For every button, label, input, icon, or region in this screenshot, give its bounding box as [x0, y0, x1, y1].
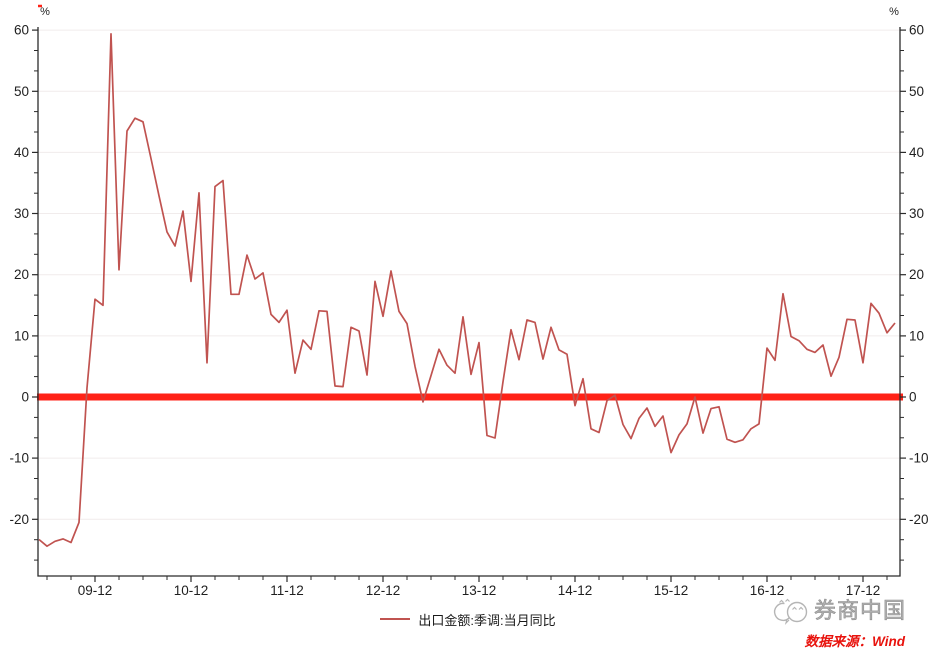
x-tick-label: 11-12 — [270, 583, 304, 598]
x-tick-label: 10-12 — [174, 583, 209, 598]
y-tick-label-right: -10 — [909, 451, 929, 466]
x-tick-label: 17-12 — [846, 583, 881, 598]
brand-name: 券商中国 — [813, 598, 906, 624]
percent-label-left: % — [40, 6, 50, 18]
percent-label-right: % — [889, 6, 899, 18]
y-tick-label-left: 0 — [21, 390, 29, 405]
y-tick-label-right: 20 — [909, 267, 924, 282]
y-tick-label-left: -10 — [9, 451, 29, 466]
brand-logo: 券商中国 — [769, 595, 906, 627]
y-tick-label-right: 40 — [909, 145, 924, 160]
y-tick-label-left: 30 — [14, 206, 29, 221]
y-tick-label-left: 20 — [14, 267, 29, 282]
y-tick-label-left: -20 — [9, 512, 29, 527]
y-tick-label-right: 0 — [909, 390, 917, 405]
legend-label: 出口金额:季调:当月同比 — [418, 612, 556, 628]
x-tick-label: 13-12 — [462, 583, 497, 598]
y-tick-label-left: 50 — [14, 84, 29, 99]
data-source-label: 数据来源：Wind — [804, 634, 905, 649]
x-tick-label: 09-12 — [78, 583, 113, 598]
y-tick-label-right: 30 — [909, 206, 924, 221]
y-tick-label-left: 10 — [14, 328, 29, 343]
y-tick-label-right: -20 — [909, 512, 929, 527]
series-line-export-yoy — [38, 32, 896, 548]
x-tick-label: 12-12 — [366, 583, 401, 598]
chart-legend: 出口金额:季调:当月同比 — [0, 609, 936, 629]
y-tick-label-left: 60 — [14, 23, 29, 38]
brand-logo-icon — [773, 598, 808, 625]
y-tick-label-left: 40 — [14, 145, 29, 160]
axis-frame — [37, 27, 901, 577]
legend-line-swatch — [380, 618, 411, 620]
y-tick-label-right: 60 — [909, 23, 924, 38]
x-tick-label: 14-12 — [558, 583, 593, 598]
x-tick-label: 16-12 — [750, 583, 785, 598]
y-tick-label-right: 10 — [909, 328, 924, 343]
y-tick-label-right: 50 — [909, 84, 924, 99]
x-tick-label: 15-12 — [654, 583, 689, 598]
